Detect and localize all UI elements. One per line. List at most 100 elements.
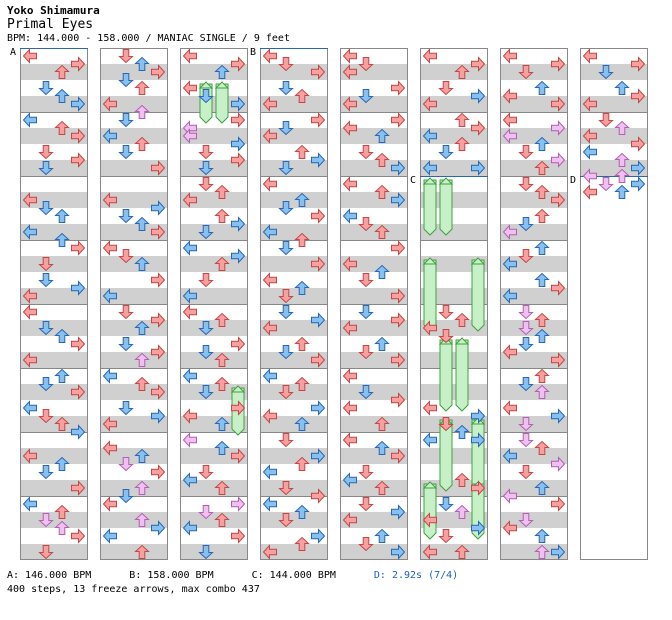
column-border-5 [340, 48, 408, 560]
arrow-right [151, 465, 165, 479]
stripe [340, 224, 408, 240]
stripe [260, 480, 328, 496]
arrow-down [39, 145, 53, 159]
arrow-left [263, 49, 277, 63]
arrow-left [183, 49, 197, 63]
stripe [260, 256, 328, 272]
arrow-up [615, 81, 629, 95]
stripe [180, 224, 248, 240]
stripe [20, 352, 88, 368]
arrow-up [615, 185, 629, 199]
stripe [500, 192, 568, 208]
arrow-left [583, 145, 597, 159]
stripe [180, 160, 248, 176]
arrow-down [279, 305, 293, 319]
arrow-down [439, 81, 453, 95]
arrow-down [519, 337, 533, 351]
arrow-up [535, 81, 549, 95]
arrow-left [423, 401, 437, 415]
arrow-left [23, 305, 37, 319]
arrow-down [439, 497, 453, 511]
artist-name: Yoko Shimamura [7, 4, 100, 17]
arrow-down [39, 465, 53, 479]
column-border-7 [500, 48, 568, 560]
stripe [180, 256, 248, 272]
stripe [500, 224, 568, 240]
stripe [340, 416, 408, 432]
arrow-left [23, 401, 37, 415]
stripe [500, 64, 568, 80]
stripe [100, 352, 168, 368]
stripe [340, 384, 408, 400]
arrow-down [439, 145, 453, 159]
arrow-left [343, 209, 357, 223]
freeze-arrow-down [439, 339, 453, 412]
column-border-3 [180, 48, 248, 560]
stripe [420, 288, 488, 304]
stripe [500, 448, 568, 464]
stripe [420, 320, 488, 336]
arrow-right [311, 209, 325, 223]
stripe [20, 416, 88, 432]
arrow-left [343, 369, 357, 383]
arrow-down [39, 273, 53, 287]
marker-d: D [570, 175, 576, 186]
arrow-down [439, 305, 453, 319]
stripe [100, 416, 168, 432]
arrow-down [359, 273, 373, 287]
stripe [100, 224, 168, 240]
column-border-6 [420, 48, 488, 560]
stripe [20, 224, 88, 240]
freeze-arrow-down [439, 419, 453, 492]
arrow-down [599, 177, 613, 191]
stripe [420, 480, 488, 496]
stripe [100, 256, 168, 272]
stripe [420, 224, 488, 240]
arrow-down [519, 177, 533, 191]
arrow-right [311, 113, 325, 127]
arrow-up [375, 529, 389, 543]
stripe [100, 512, 168, 528]
stripe [340, 256, 408, 272]
arrow-down [119, 145, 133, 159]
arrow-down [199, 465, 213, 479]
stripe [260, 192, 328, 208]
song-title: Primal Eyes [7, 17, 94, 32]
stripe [20, 384, 88, 400]
stripe [340, 480, 408, 496]
arrow-down [199, 177, 213, 191]
arrow-right [71, 337, 85, 351]
stripe [180, 96, 248, 112]
column-border-8 [580, 48, 648, 560]
arrow-up [535, 529, 549, 543]
arrow-down [359, 145, 373, 159]
arrow-down [199, 145, 213, 159]
stripe [20, 64, 88, 80]
arrow-left [263, 465, 277, 479]
arrow-left [23, 113, 37, 127]
stripe [100, 320, 168, 336]
arrow-left [583, 49, 597, 63]
stripe [20, 256, 88, 272]
arrow-left [23, 49, 37, 63]
freeze-head [214, 81, 230, 89]
arrow-right [231, 337, 245, 351]
arrow-down [279, 81, 293, 95]
stripe [340, 160, 408, 176]
stripe [20, 544, 88, 560]
arrow-down [359, 497, 373, 511]
arrow-left [343, 433, 357, 447]
stripe [180, 352, 248, 368]
stripe [20, 512, 88, 528]
arrow-left [183, 369, 197, 383]
stripe [20, 192, 88, 208]
stripe [100, 288, 168, 304]
stripe [100, 96, 168, 112]
freeze-arrow-down [439, 179, 453, 236]
stripe [180, 192, 248, 208]
stripe [260, 544, 328, 560]
arrow-left [423, 49, 437, 63]
stripe [260, 224, 328, 240]
stripe [340, 64, 408, 80]
stripe [100, 160, 168, 176]
